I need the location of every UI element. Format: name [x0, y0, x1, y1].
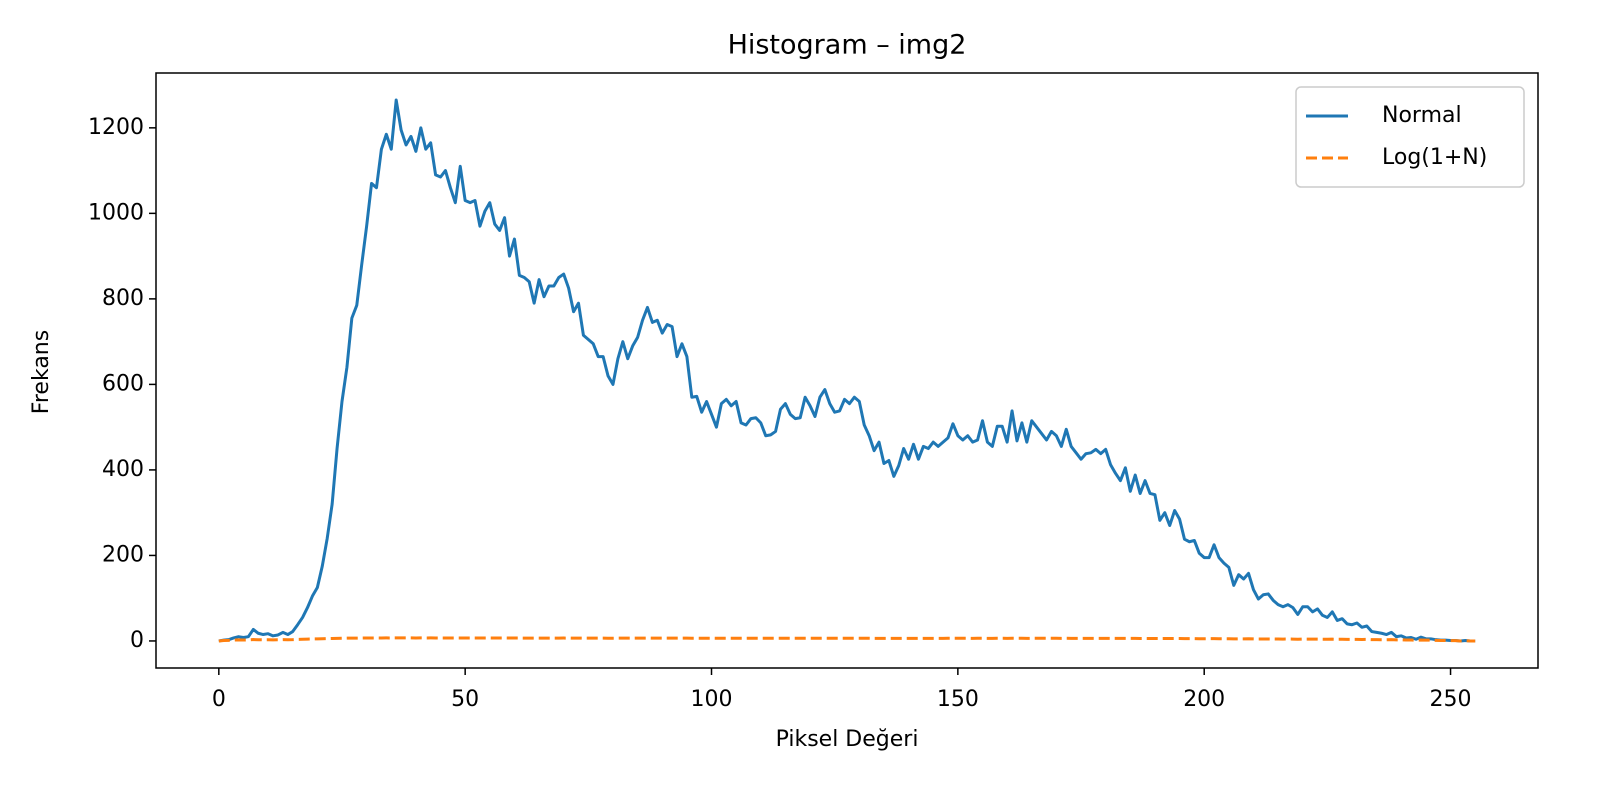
- y-tick-label: 800: [102, 286, 144, 311]
- x-tick-label: 50: [451, 687, 479, 712]
- y-axis-label: Frekans: [29, 330, 54, 414]
- x-tick-label: 150: [937, 687, 979, 712]
- x-tick-label: 100: [691, 687, 733, 712]
- series-line: [218, 636, 1476, 643]
- y-tick-label: 400: [102, 457, 144, 482]
- x-axis-label: Piksel Değeri: [776, 727, 919, 752]
- legend-label: Log(1+N): [1382, 145, 1487, 170]
- plot-frame: [155, 72, 1539, 669]
- y-tick-label: 600: [102, 371, 144, 396]
- legend-box: [1295, 86, 1525, 188]
- y-tick-label: 200: [102, 542, 144, 567]
- legend-label: Normal: [1382, 103, 1462, 128]
- x-tick-label: 0: [212, 687, 226, 712]
- chart-title: Histogram – img2: [728, 30, 967, 61]
- x-tick-label: 250: [1430, 687, 1472, 712]
- y-tick-label: 1000: [88, 200, 144, 225]
- series-line: [218, 98, 1476, 643]
- y-tick-label: 0: [130, 628, 144, 653]
- y-tick-label: 1200: [88, 115, 144, 140]
- legend: Normal Log(1+N): [1295, 86, 1525, 188]
- x-tick-label: 200: [1183, 687, 1225, 712]
